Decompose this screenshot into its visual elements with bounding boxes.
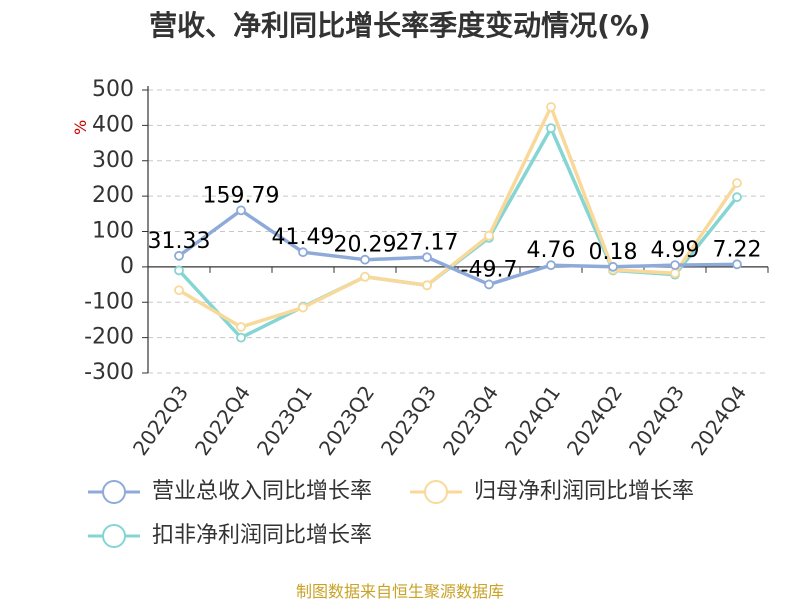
series-line [177, 208, 738, 287]
data-point [484, 230, 494, 241]
legend-label: 归母净利润同比增长率 [474, 479, 694, 504]
data-point [174, 250, 184, 261]
data-point [360, 271, 370, 282]
x-tick-label: 2023Q2 [314, 381, 379, 460]
y-tick-label: 100 [92, 219, 134, 244]
legend-label: 营业总收入同比增长率 [152, 479, 372, 504]
data-label: 20.29 [334, 233, 397, 258]
data-point [546, 123, 556, 134]
data-label: 159.79 [203, 183, 280, 208]
x-tick-label: 2024Q4 [686, 381, 751, 460]
data-label: 0.18 [589, 240, 638, 265]
data-labels: 31.33 159.79 41.49 20.29 27.17-49.7 4.76 0.18 4… [148, 183, 762, 282]
y-axis-unit-label: % [71, 120, 90, 135]
data-point [174, 285, 184, 296]
y-tick-label: 0 [120, 254, 134, 279]
data-point [236, 205, 246, 216]
x-tick-label: 2024Q3 [624, 381, 689, 460]
y-tick-label: 500 [92, 77, 134, 102]
data-point [484, 279, 494, 290]
y-tick-label: -200 [84, 325, 134, 350]
y-tick-label: 200 [92, 183, 134, 208]
data-label: 31.33 [148, 229, 211, 254]
grid-lines [148, 89, 768, 374]
data-point [236, 322, 246, 332]
series-line [178, 105, 739, 329]
x-tick-label: 2022Q4 [190, 381, 255, 460]
data-point [174, 265, 184, 276]
x-tick-label: 2023Q3 [376, 381, 441, 460]
x-tick-label: 2022Q3 [128, 381, 193, 460]
data-label: 4.76 [527, 238, 576, 263]
x-tick-label: 2024Q2 [562, 381, 627, 460]
legend-marker-icon [424, 480, 448, 504]
data-label: 4.99 [651, 238, 700, 263]
series-group [174, 102, 742, 343]
legend-marker-icon [102, 524, 126, 548]
data-point [732, 192, 742, 203]
data-point [422, 252, 432, 263]
x-tick-label: 2023Q4 [438, 381, 503, 460]
data-point [298, 247, 308, 258]
data-point [422, 280, 432, 291]
x-axis-ticks: 2022Q32022Q42023Q12023Q22023Q32023Q42024… [128, 381, 751, 460]
data-point [298, 302, 308, 313]
y-axis-ticks: 500 400 300 200 100 0 -100 -200 -300 [84, 77, 134, 385]
x-tick-label: 2023Q1 [252, 381, 317, 460]
data-point [670, 268, 680, 279]
data-point [236, 332, 246, 343]
y-tick-label: -300 [84, 360, 134, 385]
data-point [546, 102, 556, 112]
data-label: -49.7 [461, 257, 518, 282]
data-label: 41.49 [272, 225, 335, 250]
chart-title: 营收、净利同比增长率季度变动情况(%) [149, 9, 651, 42]
legend-marker-icon [102, 480, 126, 504]
source-note: 制图数据来自恒生聚源数据库 [295, 582, 504, 601]
data-label: 7.22 [713, 237, 762, 262]
data-point [608, 261, 618, 272]
y-tick-label: -100 [84, 289, 134, 314]
x-tick-label: 2024Q1 [500, 381, 565, 460]
y-tick-label: 400 [92, 112, 134, 137]
data-label: 27.17 [396, 230, 459, 255]
data-point [670, 260, 680, 271]
y-tick-label: 300 [92, 148, 134, 173]
data-point [732, 259, 742, 270]
legend-label: 扣非净利润同比增长率 [152, 523, 372, 548]
data-point [546, 260, 556, 271]
data-point [732, 178, 742, 188]
data-point [360, 254, 370, 265]
